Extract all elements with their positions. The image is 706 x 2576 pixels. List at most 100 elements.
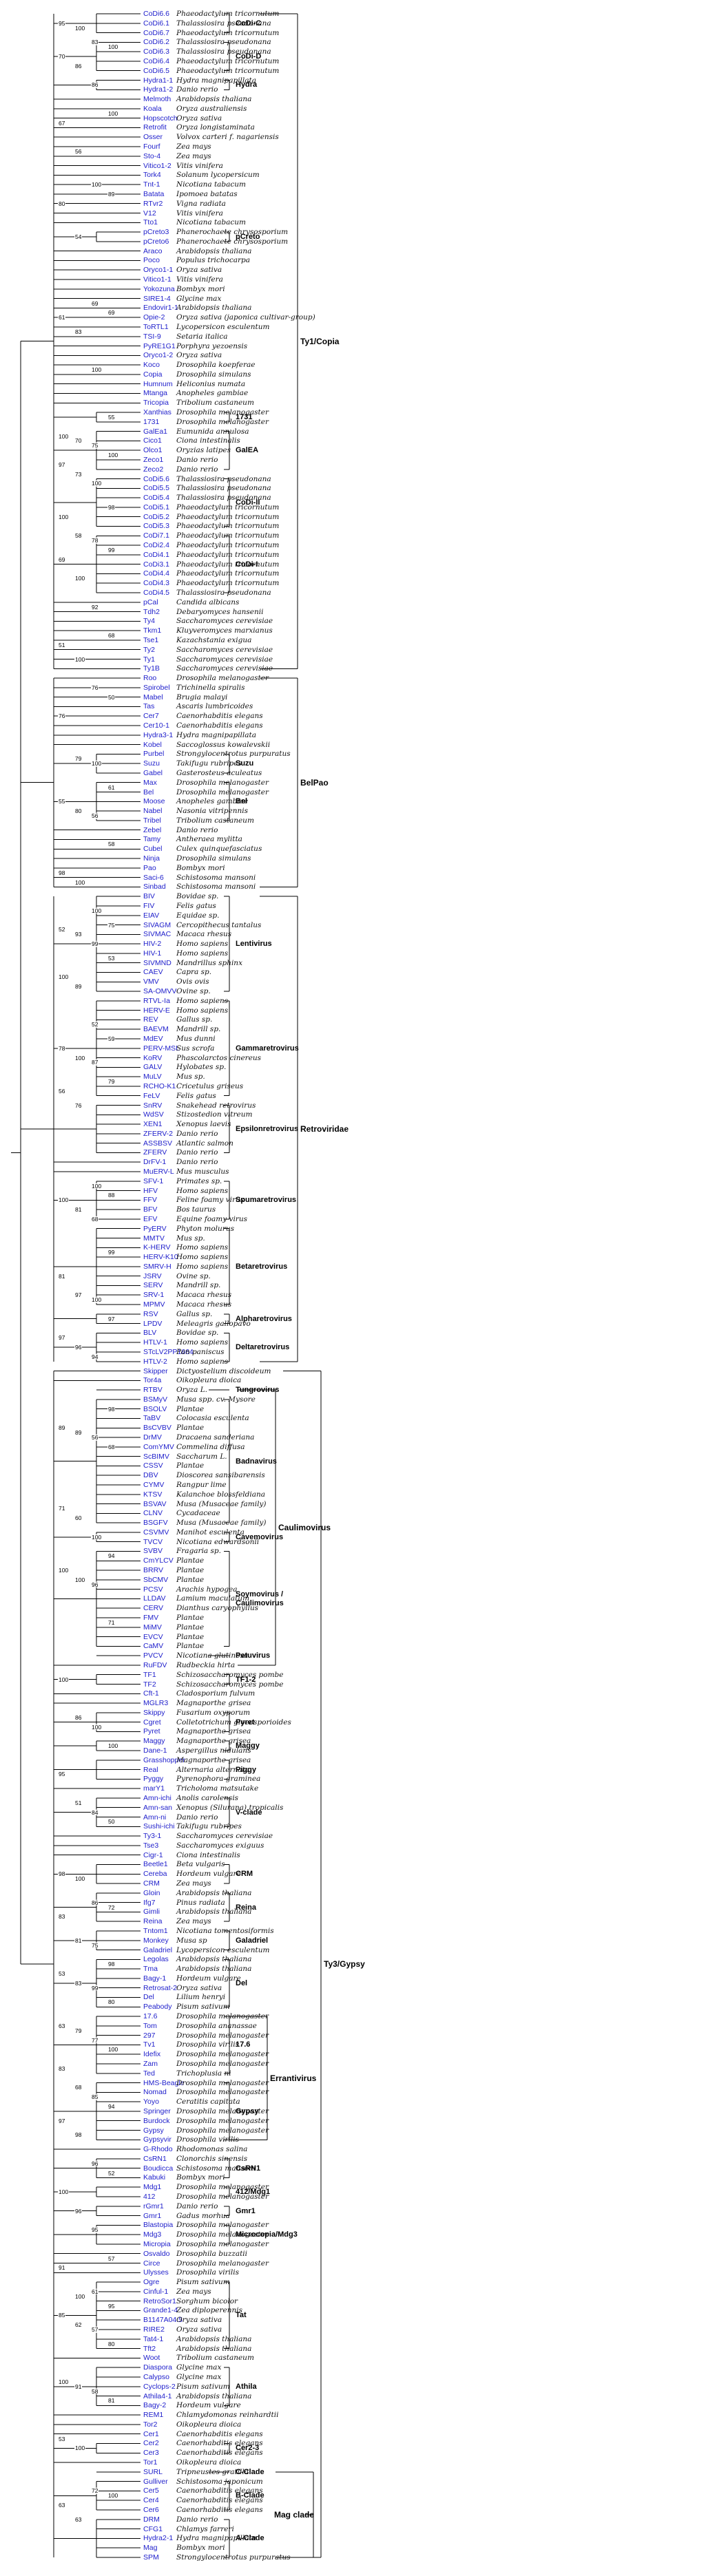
taxon-label: Gimli: [143, 1908, 160, 1917]
bootstrap-value: 100: [58, 432, 70, 440]
taxon-label: VMV: [143, 978, 159, 986]
species-label: Mus dunni: [176, 1034, 216, 1043]
taxon-label: HERV-E: [143, 1006, 170, 1015]
bootstrap-value: 50: [107, 1818, 116, 1826]
clade-label: Deltaretrovirus: [236, 1343, 290, 1352]
species-label: Drosophila melanogaster: [176, 2012, 269, 2021]
bootstrap-value: 100: [107, 2046, 119, 2054]
taxon-label: Osser: [143, 133, 163, 142]
taxon-label: EFV: [143, 1214, 158, 1223]
taxon-label: TF1: [143, 1670, 156, 1679]
bootstrap-value: 81: [58, 1272, 66, 1280]
bootstrap-value: 100: [107, 2492, 119, 2500]
taxon-label: SERV: [143, 1281, 163, 1290]
taxon-label: Hydra1-1: [143, 76, 174, 85]
species-label: Drosophila melanogaster: [176, 2050, 269, 2059]
species-label: Plantae: [176, 1623, 205, 1632]
bootstrap-value: 100: [74, 655, 86, 663]
bootstrap-value: 89: [74, 1428, 83, 1436]
bootstrap-value: 54: [74, 233, 83, 240]
species-label: Bombyx mori: [176, 863, 225, 872]
taxon-label: CoDi6.4: [143, 56, 169, 65]
bootstrap-value: 87: [91, 1059, 99, 1066]
clade-label: Tungrovirus: [236, 1386, 280, 1395]
species-label: Ciona intestinalis: [176, 1850, 240, 1859]
taxon-label: CsRN1: [143, 2154, 167, 2163]
taxon-label: STcLV2PP1664: [143, 1347, 194, 1356]
species-label: Zea mays: [176, 142, 211, 151]
species-label: Caenorhabditis elegans: [176, 2449, 263, 2458]
bootstrap-value: 99: [91, 1984, 99, 1992]
species-label: Drosophila melanogaster: [176, 2107, 269, 2115]
species-label: Schizosaccharomyces pombe: [176, 1670, 284, 1679]
bootstrap-value: 85: [91, 2093, 99, 2100]
taxon-label: Yoyo: [143, 2098, 159, 2107]
clade-label: Betaretrovirus: [236, 1262, 288, 1271]
taxon-label: Tricopia: [143, 399, 169, 408]
taxon-label: MuERV-L: [143, 1168, 174, 1176]
species-label: Danio rerio: [176, 85, 218, 94]
bootstrap-value: 75: [107, 921, 116, 929]
taxon-label: Bel: [143, 788, 154, 796]
taxon-label: FMV: [143, 1614, 159, 1622]
taxon-label: RuFDV: [143, 1660, 167, 1669]
species-label: Plantae: [176, 1556, 205, 1565]
bootstrap-value: 51: [74, 1799, 83, 1806]
species-label: Schistosoma japonicum: [176, 2477, 263, 2486]
taxon-label: BSOLV: [143, 1404, 167, 1413]
species-label: Lilium henryi: [176, 1993, 226, 2002]
species-label: Caenorhabditis elegans: [176, 2429, 263, 2438]
species-label: Phaeodactylum tricornutum: [176, 512, 280, 521]
bootstrap-value: 62: [74, 2321, 83, 2328]
taxon-label: PyRE1G1: [143, 341, 176, 350]
species-label: Lycopersicon esculentum: [176, 322, 270, 331]
bootstrap-value: 57: [91, 2325, 99, 2333]
species-label: Zea mays: [176, 1879, 211, 1888]
taxon-label: Sto-4: [143, 151, 161, 160]
species-label: Drosophila melanogaster: [176, 2088, 269, 2097]
clade-label: Cer2-3: [236, 2444, 260, 2453]
species-label: Bombyx mori: [176, 2173, 225, 2182]
taxon-label: Blastopia: [143, 2221, 174, 2230]
bootstrap-value: 57: [107, 2255, 116, 2262]
species-label: Phaeodactylum tricornutum: [176, 10, 280, 18]
taxon-label: Cgret: [143, 1718, 161, 1727]
bootstrap-value: 84: [91, 1808, 99, 1816]
taxon-label: ASSBSV: [143, 1139, 173, 1148]
bootstrap-value: 86: [74, 62, 83, 70]
taxon-label: Burdock: [143, 2116, 170, 2125]
species-label: Zea mays: [176, 151, 211, 160]
taxon-label: HIV-2: [143, 940, 162, 949]
taxon-label: Legolas: [143, 1955, 169, 1964]
taxon-label: Copia: [143, 370, 163, 379]
bootstrap-value: 63: [58, 2022, 66, 2029]
taxon-label: Gloin: [143, 1888, 160, 1897]
taxon-label: KTSV: [143, 1490, 163, 1499]
species-label: Oryza sativa (japonica cultivar-group): [176, 313, 315, 322]
taxon-label: Gulliver: [143, 2477, 168, 2486]
taxon-label: Tse3: [143, 1841, 159, 1850]
species-label: Arabidopsis thaliana: [176, 2344, 252, 2353]
taxon-label: Kabuki: [143, 2173, 166, 2182]
species-label: Capra sp.: [176, 968, 212, 977]
taxon-label: RSV: [143, 1309, 158, 1318]
species-label: Rangpur lime: [176, 1480, 227, 1489]
species-label: Nicotiana edwardsonii: [176, 1537, 260, 1546]
species-label: Cercopithecus tantalus: [176, 920, 262, 929]
species-label: Antheraea mylitta: [176, 835, 242, 844]
taxon-label: Diaspora: [143, 2363, 173, 2372]
species-label: Phyton molurus: [176, 1224, 234, 1233]
bootstrap-value: 96: [74, 2207, 83, 2215]
taxon-label: Gypsy: [143, 2126, 164, 2135]
taxon-label: CoDi6.7: [143, 28, 169, 37]
bootstrap-value: 99: [91, 940, 99, 947]
species-label: Arabidopsis thaliana: [176, 2392, 252, 2400]
taxon-label: Tas: [143, 702, 155, 711]
species-label: Danio rerio: [176, 1158, 218, 1167]
bootstrap-value: 72: [91, 2487, 99, 2495]
species-label: Thalassiosira pseudonana: [176, 47, 271, 56]
clade-label: CRM: [236, 1870, 253, 1879]
bootstrap-value: 94: [107, 1552, 116, 1560]
taxon-label: Reina: [143, 1917, 163, 1926]
taxon-label: XEN1: [143, 1120, 163, 1129]
